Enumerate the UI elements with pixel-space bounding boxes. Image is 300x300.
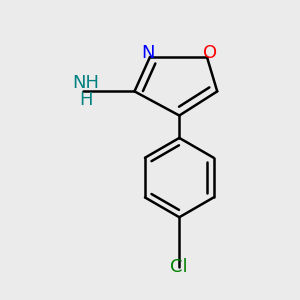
Text: H: H (80, 91, 93, 109)
Text: Cl: Cl (170, 258, 188, 276)
Text: O: O (203, 44, 218, 62)
Text: NH: NH (73, 74, 100, 92)
Text: N: N (142, 44, 155, 62)
